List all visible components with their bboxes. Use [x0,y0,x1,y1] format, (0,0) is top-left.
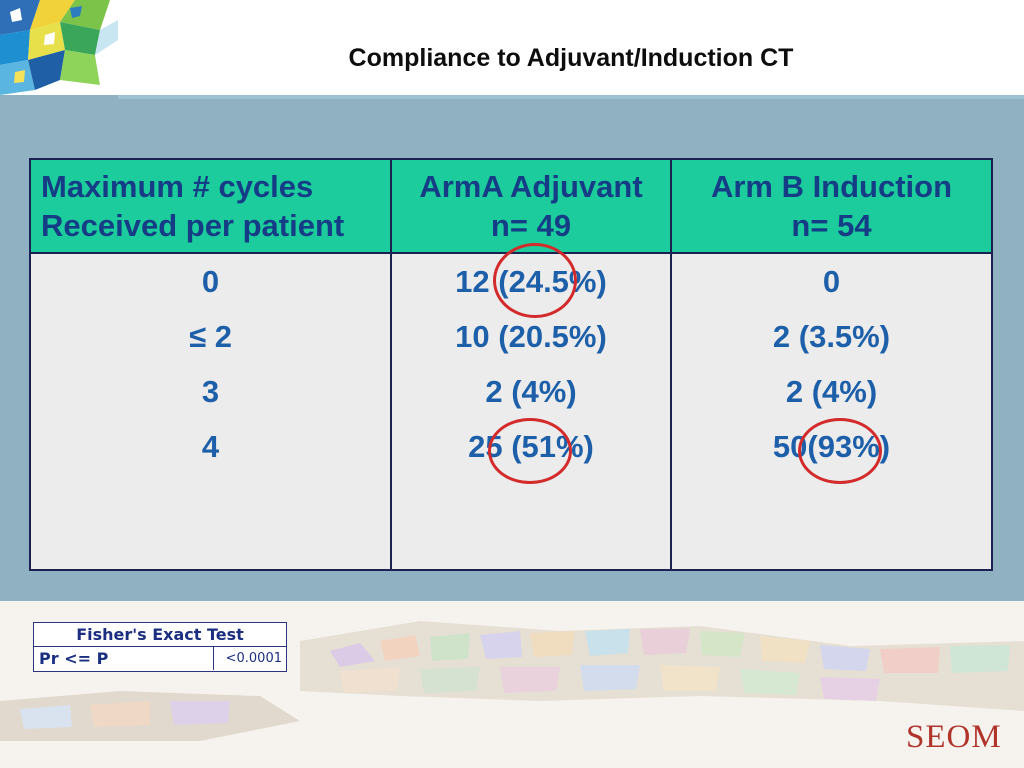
table-cell: 10 (20.5%) [455,319,607,354]
fisher-row: Pr <= P <0.0001 [34,647,286,670]
slide-title: Compliance to Adjuvant/Induction CT [348,44,794,72]
header-line: Maximum # cycles [41,169,314,204]
table-cell: 0 [822,264,841,299]
arm-b-column: 0 2 (3.5%) 2 (4%) 50(93%) [670,252,993,571]
header-line: Arm B Induction [710,169,953,204]
header-line: n= 54 [791,208,872,243]
header-line: ArmA Adjuvant [419,169,643,204]
table-body-row: 0 ≤ 2 3 4 12 (24.5%) 10 (20.5%) 2 (4%) 2… [29,252,993,571]
header-rule [118,95,1024,99]
table-cell: 2 (4%) [785,374,878,409]
table-cell: ≤ 2 [189,319,232,354]
header-line: n= 49 [490,208,572,243]
column-header: ArmA Adjuvant n= 49 [390,158,672,254]
fisher-exact-test-box: Fisher's Exact Test Pr <= P <0.0001 [33,622,287,672]
cycles-column: 0 ≤ 2 3 4 [29,252,392,571]
seom-logo: SEOM [906,719,1002,755]
highlight-circle [493,243,577,318]
table-cell: 2 (3.5%) [772,319,891,354]
table-cell: 3 [201,374,220,409]
fisher-label: Pr <= P [34,647,214,670]
fisher-title: Fisher's Exact Test [34,623,286,647]
column-header: Maximum # cycles Received per patient [29,158,392,254]
table-header-row: Maximum # cycles Received per patient Ar… [29,158,993,254]
table-cell: 4 [201,429,220,464]
table-cell: 2 (4%) [485,374,577,409]
cycles-table: Maximum # cycles Received per patient Ar… [29,158,993,571]
highlight-circle [488,418,572,484]
highlight-circle [798,418,882,484]
header-band [0,0,1024,95]
fisher-value: <0.0001 [225,651,282,666]
table-cell: 0 [201,264,220,299]
mosaic-logo-icon [0,0,118,95]
header-line: Received per patient [41,208,345,243]
column-header: Arm B Induction n= 54 [670,158,993,254]
